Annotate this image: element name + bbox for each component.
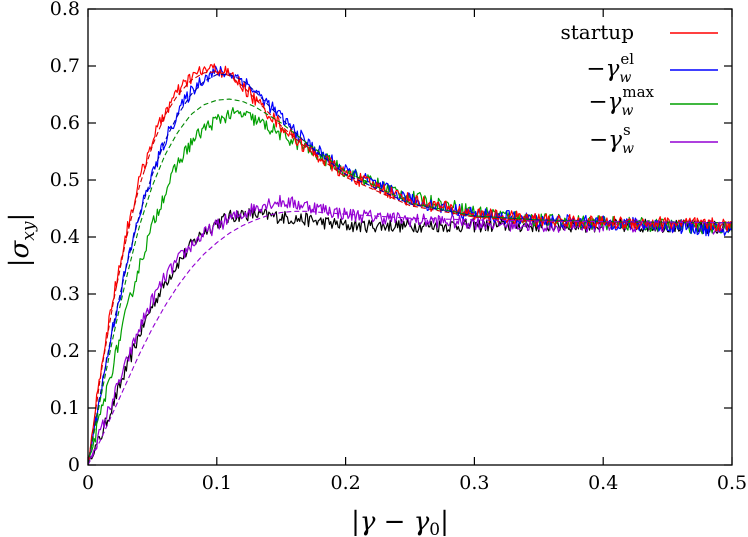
legend: startup −γwel −γwmax −γws bbox=[560, 20, 718, 157]
legend-entry-gamma-el: −γwel bbox=[586, 50, 718, 86]
x-tick-label: 0.4 bbox=[588, 472, 618, 494]
x-tick-label: 0 bbox=[82, 472, 94, 494]
x-tick-label: 0.1 bbox=[202, 472, 232, 494]
fit-curve-dashed bbox=[88, 71, 732, 465]
series-line bbox=[88, 107, 732, 465]
plot-frame bbox=[87, 8, 733, 466]
y-tick-label: 0.8 bbox=[50, 0, 80, 20]
svg-text:startup: startup bbox=[560, 20, 634, 44]
y-tick-label: 0.1 bbox=[50, 397, 80, 419]
x-tick-label: 0.5 bbox=[717, 472, 747, 494]
y-tick-label: 0.5 bbox=[50, 169, 80, 191]
series-line bbox=[88, 63, 732, 464]
y-tick-label: 0.2 bbox=[50, 340, 80, 362]
y-tick-label: 0.7 bbox=[50, 55, 80, 77]
y-axis-title: |σxy| bbox=[5, 213, 39, 267]
legend-entry-gamma-s: −γws bbox=[589, 121, 718, 157]
x-axis-title: |γ − γ0| bbox=[351, 507, 449, 537]
legend-entry-startup: startup bbox=[560, 20, 718, 44]
svg-text:−γwmax: −γwmax bbox=[588, 83, 654, 119]
fit-curve-dashed bbox=[88, 98, 732, 465]
tick-labels: 0 0.1 0.2 0.3 0.4 0.5 0 0.1 0.2 0.3 0.4 0.5 0.6 0.7 0.… bbox=[50, 0, 747, 494]
legend-entry-gamma-max: −γwmax bbox=[588, 83, 718, 119]
series-line bbox=[88, 65, 732, 465]
x-tick-label: 0.2 bbox=[330, 472, 360, 494]
y-tick-label: 0.6 bbox=[50, 112, 80, 134]
ticks-layer bbox=[87, 8, 733, 466]
y-tick-label: 0.3 bbox=[50, 283, 80, 305]
series-line bbox=[88, 194, 732, 465]
series-line bbox=[88, 208, 732, 465]
fit-curve-dashed bbox=[88, 74, 732, 465]
y-tick-label: 0 bbox=[68, 454, 80, 476]
fit-curve-dashed bbox=[88, 210, 732, 465]
x-tick-label: 0.3 bbox=[459, 472, 489, 494]
series-layer bbox=[88, 63, 732, 465]
svg-text:−γws: −γws bbox=[589, 121, 634, 157]
svg-text:−γwel: −γwel bbox=[586, 50, 634, 86]
y-tick-label: 0.4 bbox=[50, 226, 80, 248]
